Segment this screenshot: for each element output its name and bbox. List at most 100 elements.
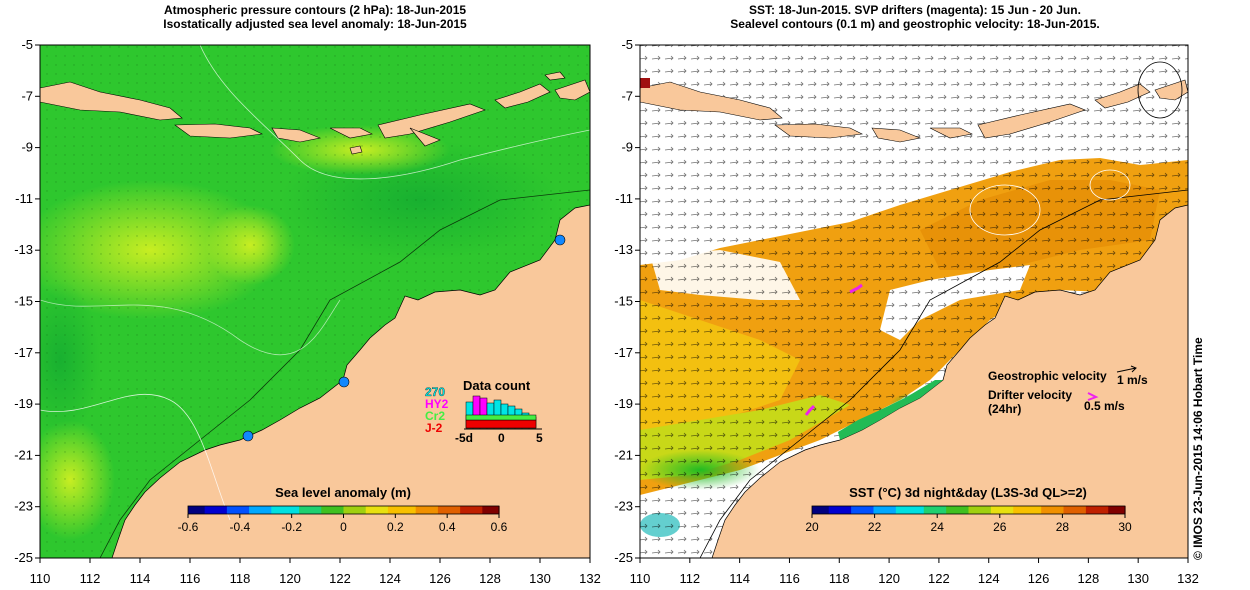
colorbar-swatch xyxy=(1074,506,1081,514)
colorbar-swatch xyxy=(901,506,908,514)
x-tick-label: 122 xyxy=(329,571,351,586)
colorbar-swatch xyxy=(293,506,300,514)
right-title-line1: SST: 18-Jun-2015. SVP drifters (magenta)… xyxy=(749,3,1081,17)
colorbar-swatch xyxy=(271,506,278,514)
colorbar-swatch xyxy=(946,506,953,514)
sst-colorbar-ticks: 20 22 24 26 28 30 xyxy=(805,514,1132,534)
sst-colorbar-frame xyxy=(811,505,1126,515)
colorbar-swatch xyxy=(1091,506,1098,514)
colorbar-swatch xyxy=(996,506,1003,514)
credit-text: © IMOS 23-Jun-2015 14:06 Hobart Time xyxy=(1191,337,1205,560)
velocity-legend: Geostrophic velocity 1 m/s Drifter veloc… xyxy=(988,365,1148,416)
colorbar-swatch xyxy=(371,506,378,514)
drifter-label: Drifter velocity xyxy=(988,388,1072,402)
inset-tick: -5d xyxy=(455,431,473,445)
colorbar-swatch xyxy=(856,506,863,514)
colorbar-tick-label: 0.6 xyxy=(491,520,508,534)
australia-landmass xyxy=(711,204,1188,558)
sst-colorbar: SST (°C) 3d night&day (L3S-3d QL>=2) 20 2… xyxy=(805,485,1132,534)
colorbar-swatch xyxy=(1018,506,1025,514)
colorbar-swatch xyxy=(332,506,339,514)
land-marker xyxy=(640,78,650,88)
x-tick-label: 130 xyxy=(1127,571,1149,586)
y-tick-label: -15 xyxy=(14,294,33,309)
colorbar-swatch xyxy=(962,506,970,514)
colorbar-swatch xyxy=(951,506,958,514)
colorbar-tick-label: 0 xyxy=(340,520,347,534)
x-tick-label: 130 xyxy=(529,571,551,586)
colorbar-swatch xyxy=(985,506,992,514)
colorbar-swatch xyxy=(968,506,975,514)
coastal-cool-strip xyxy=(838,380,943,440)
sla-colorbar-ticks: -0.6 -0.4 -0.2 0 0.2 0.4 0.6 xyxy=(178,514,508,534)
pressure-contour xyxy=(40,299,341,356)
colorbar-swatch xyxy=(282,506,289,514)
colorbar-swatch xyxy=(426,506,433,514)
x-tick-label: 112 xyxy=(679,571,700,586)
colorbar-tick-label: 22 xyxy=(868,520,882,534)
drifter-track xyxy=(804,404,816,416)
colorbar-swatch xyxy=(1046,506,1053,514)
pressure-contour xyxy=(199,45,590,180)
y-tick-label: -17 xyxy=(614,345,633,360)
sla-colorbar-label: Sea level anomaly (m) xyxy=(275,485,411,500)
x-tick-label: 112 xyxy=(80,571,101,586)
colorbar-swatch xyxy=(1119,506,1126,514)
colorbar-swatch xyxy=(895,506,903,514)
colorbar-swatch xyxy=(415,506,422,514)
colorbar-swatch xyxy=(845,506,852,514)
y-tick-label: -15 xyxy=(614,294,633,309)
left-title-line1: Atmospheric pressure contours (2 hPa): 1… xyxy=(163,3,467,17)
colorbar-swatch xyxy=(465,506,472,514)
y-tick-label: -25 xyxy=(614,550,633,565)
colorbar-swatch xyxy=(210,506,217,514)
right-title-line2: Sealevel contours (0.1 m) and geostrophi… xyxy=(730,17,1100,31)
colorbar-tick-label: 28 xyxy=(1056,520,1070,534)
colorbar-swatch xyxy=(1052,506,1059,514)
mission-label: 270 xyxy=(425,385,445,399)
colorbar-tick-label: 26 xyxy=(993,520,1007,534)
pressure-contour xyxy=(40,393,231,521)
y-tick-label: -11 xyxy=(15,191,33,206)
y-tick-label: -19 xyxy=(614,396,633,411)
colorbar-swatch xyxy=(834,506,841,514)
tide-gauge-marker xyxy=(242,430,254,442)
y-tick-label: -23 xyxy=(14,499,33,514)
colorbar-swatch xyxy=(454,506,461,514)
colorbar-swatch xyxy=(884,506,891,514)
x-tick-label: 110 xyxy=(30,571,51,586)
colorbar-swatch xyxy=(237,506,245,514)
colorbar-swatch xyxy=(276,506,284,514)
colorbar-swatch xyxy=(1024,506,1031,514)
colorbar-swatch xyxy=(188,506,195,514)
colorbar-swatch xyxy=(1013,506,1020,514)
y-tick-label: -17 xyxy=(14,345,33,360)
drifter-label-sub: (24hr) xyxy=(988,402,1021,416)
x-tick-label: 118 xyxy=(230,571,251,586)
colorbar-swatch xyxy=(1113,506,1121,514)
data-count-bars xyxy=(465,395,537,429)
colorbar-swatch xyxy=(979,506,986,514)
colorbar-swatch xyxy=(232,506,239,514)
colorbar-swatch xyxy=(449,506,456,514)
sealevel-contour xyxy=(699,189,1188,558)
x-tick-label: 124 xyxy=(978,571,1000,586)
colorbar-swatch xyxy=(437,506,445,514)
x-tick-label: 118 xyxy=(829,571,850,586)
sealevel-contour xyxy=(969,184,1041,236)
geostrophic-scale-arrow xyxy=(1116,365,1137,373)
x-tick-label: 122 xyxy=(928,571,950,586)
colorbar-swatch xyxy=(260,506,267,514)
y-tick-label: -19 xyxy=(14,396,33,411)
x-tick-label: 120 xyxy=(878,571,900,586)
x-tick-label: 110 xyxy=(630,571,651,586)
x-tick-label: 128 xyxy=(1078,571,1100,586)
colorbar-swatch xyxy=(215,506,222,514)
colorbar-swatch xyxy=(349,506,356,514)
colorbar-swatch xyxy=(249,506,256,514)
colorbar-tick-label: -0.6 xyxy=(178,520,199,534)
drifter-scale-arrow xyxy=(1087,392,1099,401)
colorbar-swatch xyxy=(443,506,450,514)
colorbar-swatch xyxy=(1041,506,1048,514)
colorbar-swatch xyxy=(343,506,350,514)
